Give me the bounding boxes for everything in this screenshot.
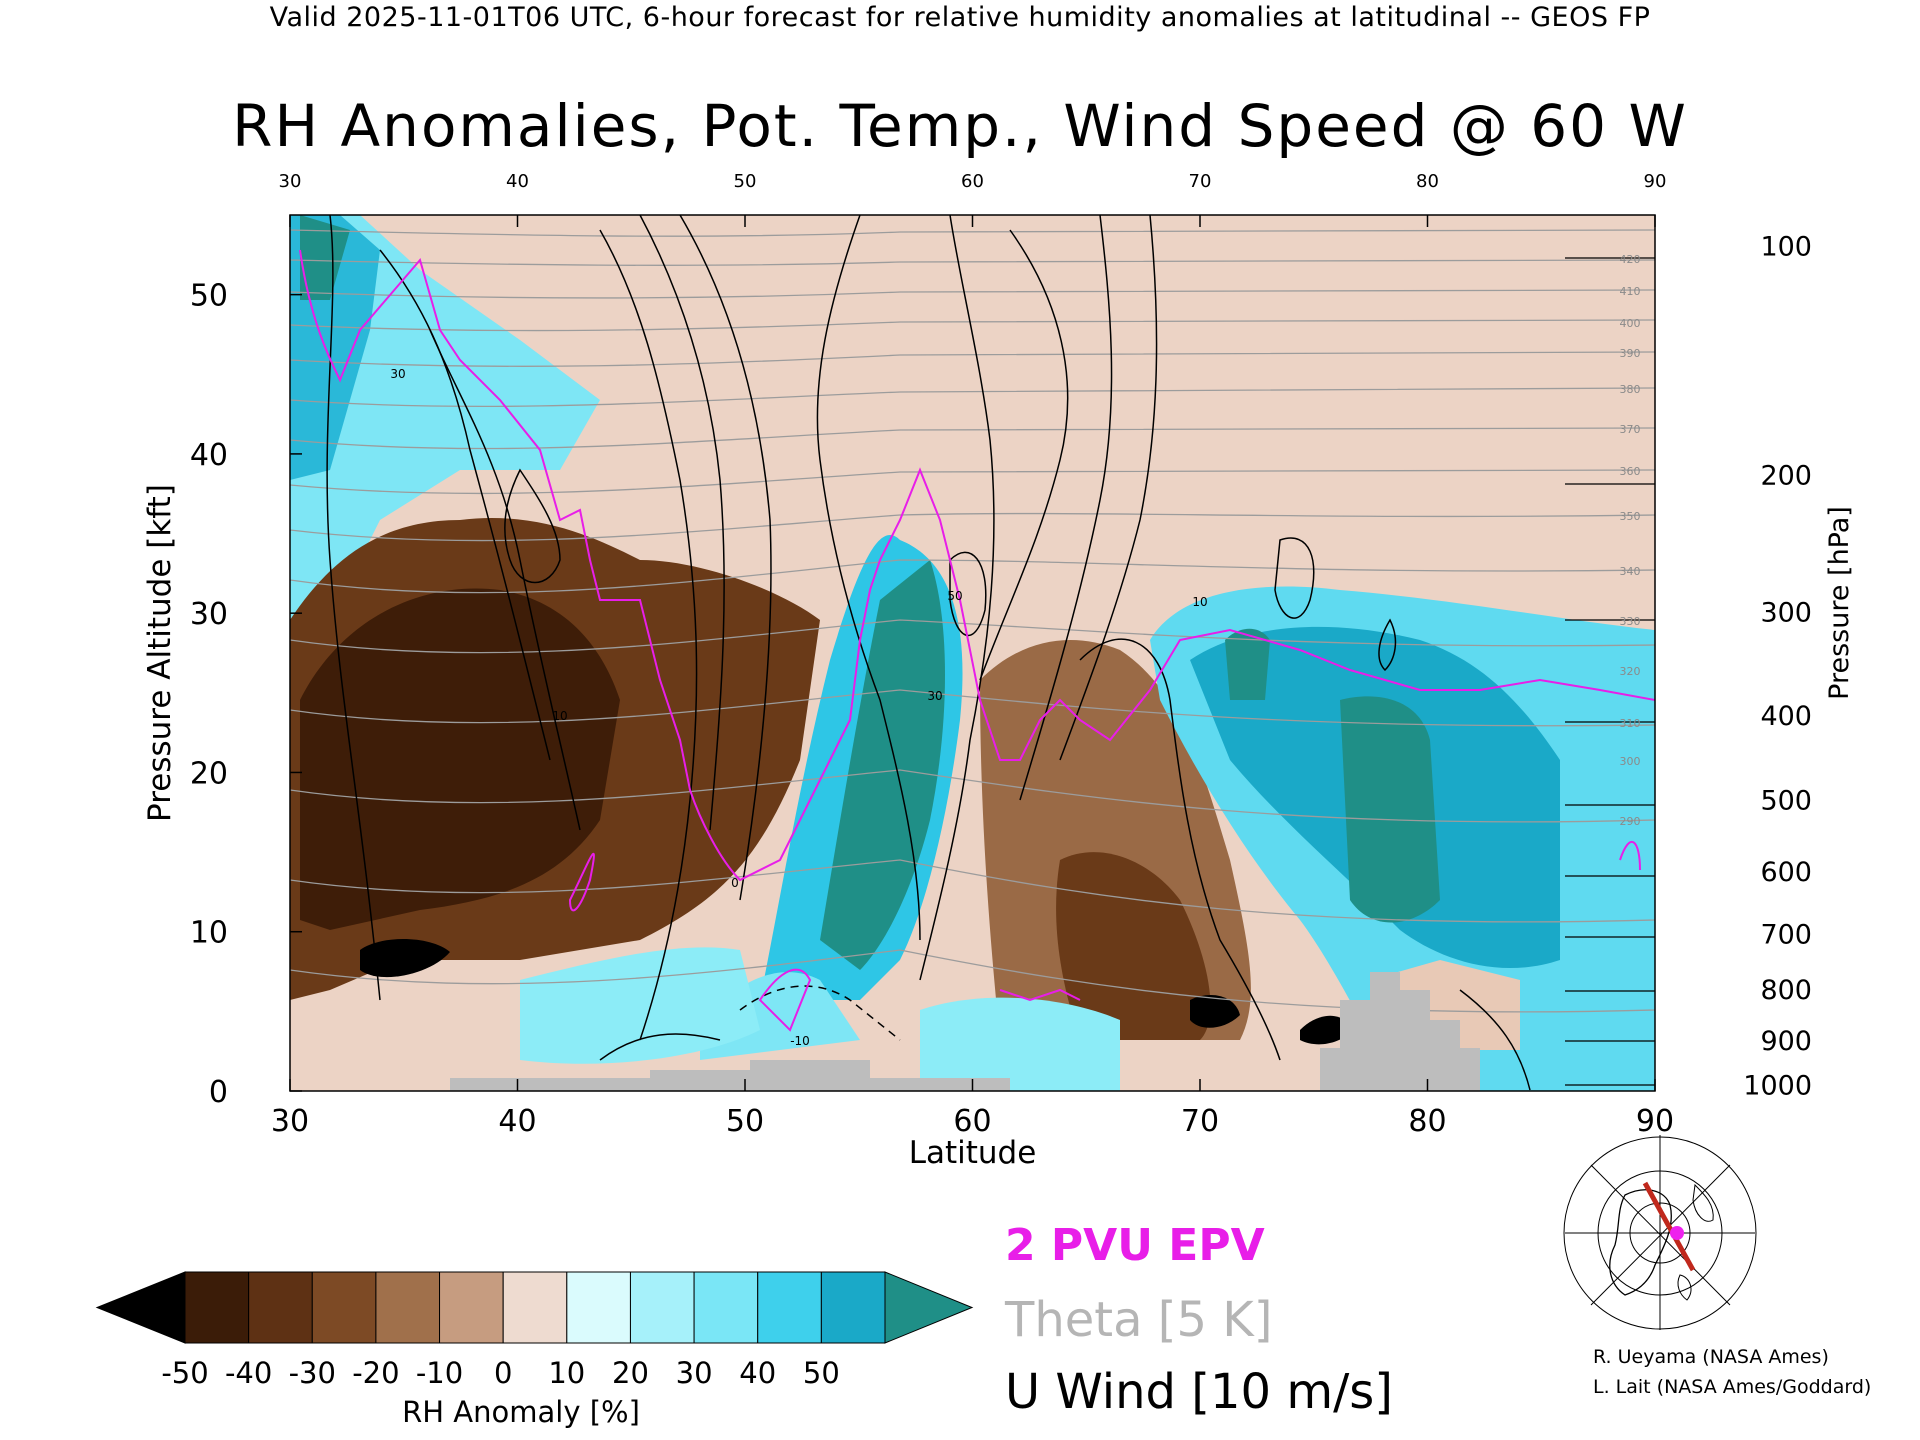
x-tick-label: 90 [1636, 1104, 1674, 1139]
wind-contour-label: 50 [947, 589, 962, 603]
x-tick-label-top: 60 [961, 171, 984, 192]
colorbar-tick-label: 20 [612, 1356, 649, 1390]
theta-contour-label: 340 [1620, 565, 1641, 578]
colorbar-swatch [375, 1271, 441, 1344]
theta-contour-label: 410 [1620, 285, 1641, 298]
theta-contour-label: 320 [1620, 665, 1641, 678]
theta-contour-label: 350 [1620, 510, 1641, 523]
theta-contour-label: 380 [1620, 383, 1641, 396]
colorbar-swatch [693, 1271, 759, 1344]
theta-contour-label: 400 [1620, 317, 1641, 330]
y-tick-label: 40 [190, 438, 228, 473]
x-tick-label: 50 [726, 1104, 764, 1139]
pressure-tick-label: 1000 [1743, 1071, 1812, 1102]
colorbar-swatch [248, 1271, 313, 1344]
x-tick-label: 80 [1408, 1104, 1446, 1139]
colorbar-label: RH Anomaly [%] [402, 1395, 640, 1429]
pressure-tick-label: 500 [1760, 786, 1812, 817]
y-tick-label: 20 [190, 756, 228, 791]
rh-anomaly-colorbar: -50 -40 -30 -20 -10 0 10 20 30 40 50 RH Anomaly [%] [95, 1271, 974, 1429]
theta-contour-label: 290 [1620, 815, 1641, 828]
wind-contour-label: 10 [552, 709, 567, 723]
colorbar-tick-label: -10 [416, 1356, 463, 1390]
x-tick-label: 70 [1181, 1104, 1219, 1139]
wind-contour-label: -10 [790, 1034, 810, 1048]
credit-line-1: R. Ueyama (NASA Ames) [1593, 1346, 1829, 1368]
colorbar-swatch [757, 1271, 822, 1344]
theta-contour-label: 360 [1620, 465, 1641, 478]
chart-title: RH Anomalies, Pot. Temp., Wind Speed @ 6… [232, 92, 1688, 160]
y-tick-label: 50 [190, 279, 228, 314]
x-tick-label: 60 [953, 1104, 991, 1139]
legend-u-wind: U Wind [10 m/s] [1005, 1364, 1394, 1420]
pressure-tick-marks [1565, 257, 1655, 1086]
pressure-tick-label: 400 [1760, 701, 1812, 732]
colorbar-tick-label: 0 [494, 1356, 512, 1390]
colorbar-tick-label: 40 [739, 1356, 776, 1390]
x-axis-label: Latitude [909, 1135, 1037, 1171]
colorbar-tick-label: -20 [352, 1356, 399, 1390]
pressure-tick-label: 100 [1760, 231, 1812, 262]
credit-line-2: L. Lait (NASA Ames/Goddard) [1593, 1376, 1872, 1398]
wind-contour-label: 0 [731, 876, 739, 890]
x-tick-label-top: 90 [1644, 171, 1667, 192]
colorbar-tick-label: -40 [225, 1356, 272, 1390]
x-tick-label-top: 30 [279, 171, 302, 192]
x-tick-label-top: 70 [1189, 171, 1212, 192]
axes-layer: 3030404050506060707080809090010203040501… [142, 171, 1855, 1171]
y2-axis-label: Pressure [hPa] [1824, 506, 1855, 700]
u-wind-contours [326, 215, 1531, 1091]
valid-time-subtitle: Valid 2025-11-01T06 UTC, 6-hour forecast… [269, 2, 1651, 33]
theta-contour-label: 370 [1620, 423, 1641, 436]
colorbar-swatch [311, 1271, 377, 1344]
legend-epv: 2 PVU EPV [1005, 1220, 1265, 1271]
x-tick-label-top: 80 [1416, 171, 1439, 192]
x-tick-label-top: 40 [506, 171, 529, 192]
wind-contour-label: 10 [1192, 595, 1207, 609]
y-tick-label: 10 [190, 916, 228, 951]
legend-theta: Theta [5 K] [1005, 1292, 1273, 1348]
theta-contour-label: 390 [1620, 347, 1641, 360]
colorbar-swatch [502, 1271, 568, 1344]
wind-contour-label: 30 [927, 689, 942, 703]
colorbar-tick-label: 30 [676, 1356, 713, 1390]
theta-contours [290, 229, 1655, 1013]
theta-contour-label: 420 [1620, 253, 1641, 266]
y-tick-label: 30 [190, 597, 228, 632]
y-tick-label: 0 [209, 1075, 228, 1110]
epv-contour [299, 249, 1655, 1032]
pressure-tick-label: 200 [1760, 461, 1812, 492]
x-tick-label: 40 [498, 1104, 536, 1139]
colorbar-high-arrow [884, 1271, 974, 1344]
colorbar-swatch [566, 1271, 631, 1344]
theta-contour-label: 300 [1620, 755, 1641, 768]
colorbar-tick-label: -50 [161, 1356, 208, 1390]
colorbar-swatch [439, 1271, 504, 1344]
colorbar-swatch [184, 1271, 250, 1344]
pressure-tick-label: 300 [1760, 598, 1812, 629]
pressure-tick-label: 900 [1760, 1026, 1812, 1057]
x-tick-label-top: 50 [734, 171, 757, 192]
colorbar-low-arrow [95, 1271, 186, 1344]
wind-contour-label: 30 [390, 367, 405, 381]
map-inset [1555, 1135, 1757, 1330]
colorbar-tick-label: -30 [289, 1356, 336, 1390]
topography [450, 972, 1480, 1091]
colorbar-swatch [629, 1271, 695, 1344]
theta-contour-label: 330 [1620, 615, 1641, 628]
colorbar-tick-label: 10 [548, 1356, 585, 1390]
pressure-tick-label: 600 [1760, 857, 1812, 888]
pressure-tick-label: 800 [1760, 975, 1812, 1006]
x-tick-label: 30 [271, 1104, 309, 1139]
y-axis-label: Pressure Altitude [kft] [142, 484, 178, 822]
colorbar-tick-label: 50 [803, 1356, 840, 1390]
theta-contour-label: 310 [1620, 717, 1641, 730]
rh-anomaly-field [290, 215, 1655, 1091]
colorbar-swatch [820, 1271, 886, 1344]
pressure-tick-label: 700 [1760, 919, 1812, 950]
